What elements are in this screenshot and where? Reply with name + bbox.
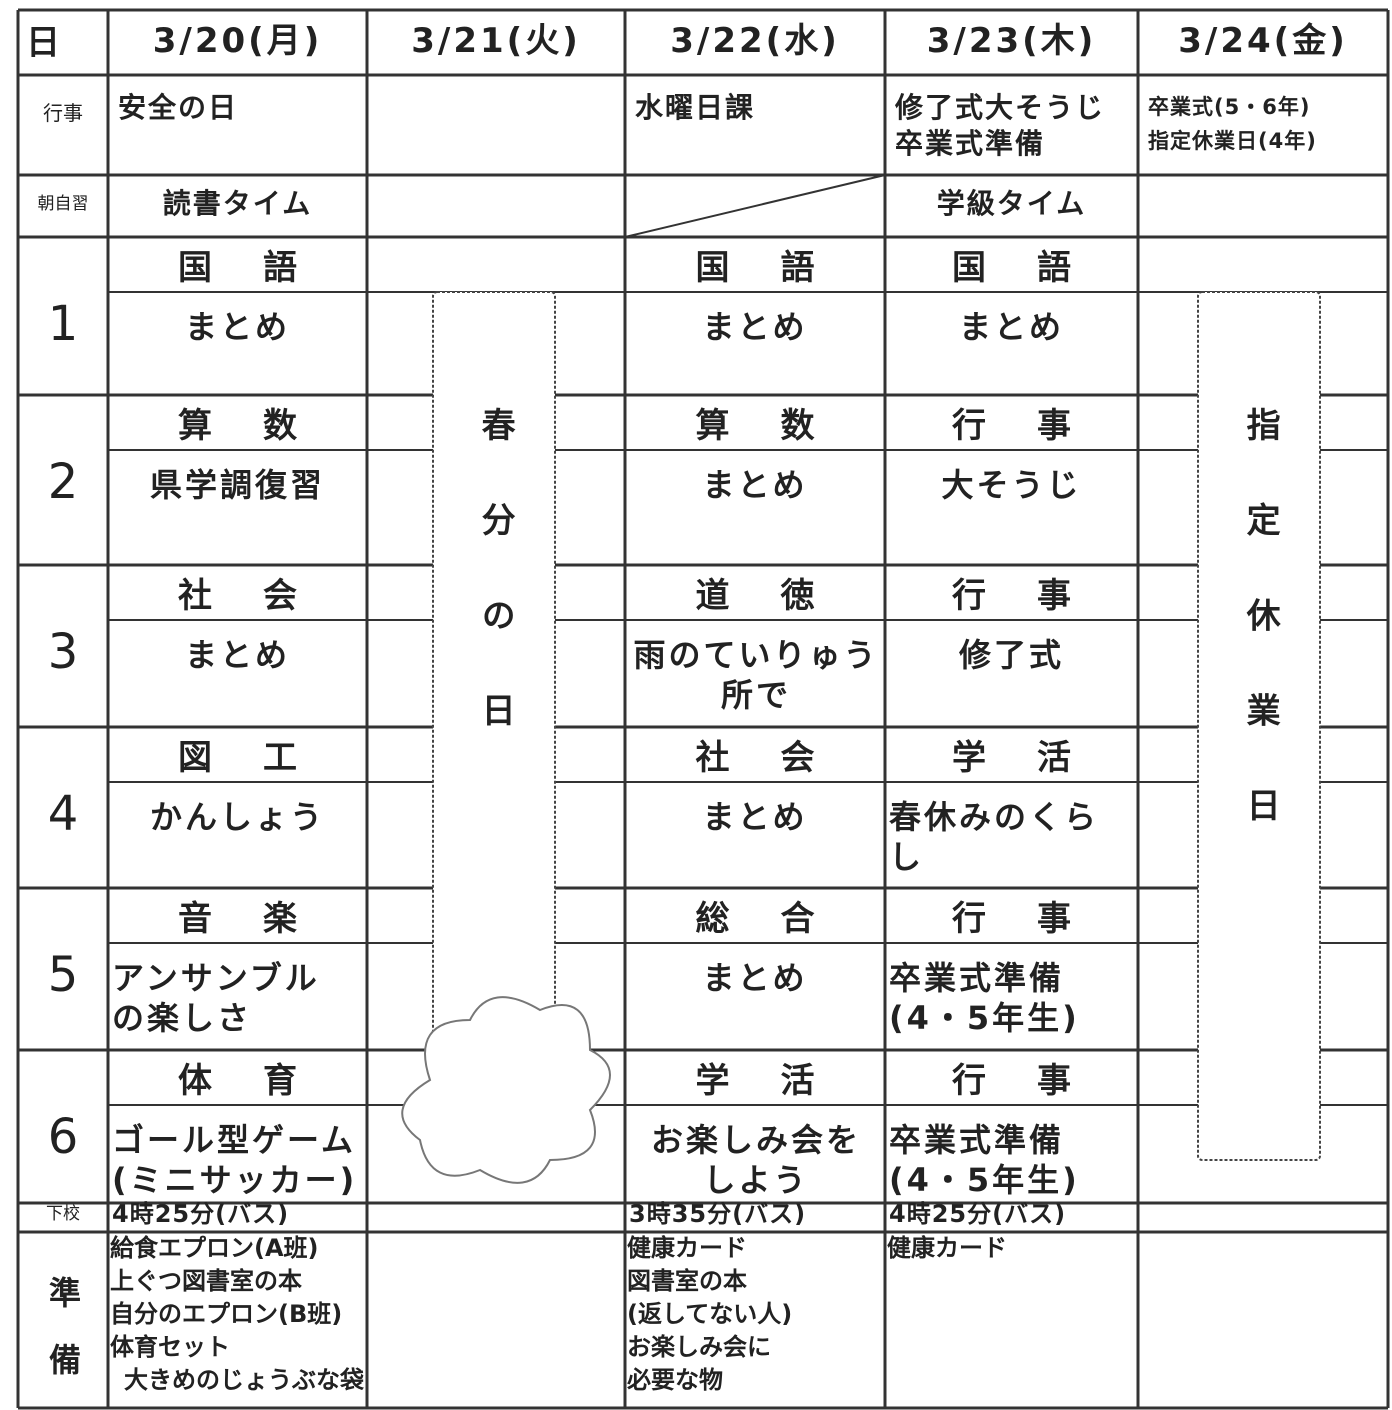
holiday: 春分の日 <box>475 407 516 788</box>
prep-item: 上ぐつ図書室の本 <box>110 1267 302 1295</box>
period-number: 4 <box>47 786 79 842</box>
lesson-content: 春休みのくら <box>889 798 1100 836</box>
subject: 社会 <box>695 738 866 778</box>
period-number: 2 <box>47 454 79 510</box>
row-label: 朝自習 <box>37 194 89 214</box>
period-number: 1 <box>47 296 79 352</box>
lesson-content: 卒業式準備 <box>889 959 1065 997</box>
prep-item: 健康カード <box>887 1234 1007 1262</box>
lesson-content: (4・5年生) <box>889 999 1080 1037</box>
row-label: 下校 <box>46 1204 80 1224</box>
lesson-content: しよう <box>703 1161 809 1199</box>
subject: 国語 <box>178 248 348 288</box>
event: 水曜日課 <box>635 91 756 124</box>
event: 安全の日 <box>118 91 239 124</box>
lesson-content: 卒業式準備 <box>889 1121 1065 1159</box>
lesson-content: 所で <box>720 676 791 714</box>
subject: 行事 <box>952 899 1122 939</box>
subject: 道徳 <box>695 576 866 616</box>
event: 卒業式(5・6年) <box>1148 95 1311 119</box>
holiday-box <box>432 291 556 1041</box>
event: 卒業式準備 <box>895 127 1046 160</box>
period-number: 5 <box>47 947 79 1003</box>
dismissal: 4時25分(バス) <box>889 1200 1067 1228</box>
prep-item: 必要な物 <box>627 1366 723 1394</box>
day-header: 3/20(月) <box>152 21 323 61</box>
holiday-box <box>1197 291 1321 1161</box>
rule <box>624 174 886 238</box>
subject: 算数 <box>178 406 348 446</box>
subject: 学活 <box>952 738 1122 778</box>
subject: 行事 <box>952 406 1122 446</box>
cloud-decoration <box>401 996 611 1184</box>
event: 指定休業日(4年) <box>1148 129 1317 153</box>
lesson-content: まとめ <box>184 636 290 674</box>
subject: 体育 <box>178 1061 348 1101</box>
prep-item: お楽しみ会に <box>627 1333 771 1361</box>
lesson-content: 雨のていりゅう <box>633 636 879 674</box>
prep-item: 大きめのじょうぶな袋 <box>124 1366 364 1394</box>
prep-item: (返してない人) <box>627 1300 793 1328</box>
subject: 国語 <box>695 248 866 288</box>
prep-item: 健康カード <box>627 1234 747 1262</box>
subject: 国語 <box>952 248 1122 288</box>
lesson-content: お楽しみ会を <box>650 1121 861 1159</box>
lesson-content: ゴール型ゲーム <box>112 1121 357 1159</box>
lesson-content: まとめ <box>184 308 290 346</box>
lesson-content: まとめ <box>958 308 1064 346</box>
subject: 行事 <box>952 1061 1122 1101</box>
lesson-content: まとめ <box>702 959 808 997</box>
period-number: 6 <box>47 1109 79 1165</box>
holiday: 指定休業日 <box>1240 407 1281 883</box>
prep-item: 図書室の本 <box>627 1267 747 1295</box>
row-label: 準備 <box>48 1274 81 1380</box>
dismissal: 3時35分(バス) <box>629 1200 807 1228</box>
subject: 学活 <box>695 1061 866 1101</box>
subject: 算数 <box>695 406 866 446</box>
lesson-content: 大そうじ <box>941 466 1082 504</box>
lesson-content: かんしょう <box>149 798 325 836</box>
lesson-content: アンサンブル <box>112 959 320 997</box>
morning-study: 学級タイム <box>936 187 1087 220</box>
lesson-content: 修了式 <box>958 636 1064 674</box>
lesson-content: まとめ <box>702 798 808 836</box>
subject: 図工 <box>178 738 348 778</box>
lesson-content: 県学調復習 <box>149 466 325 504</box>
row-label: 日 <box>26 23 63 63</box>
lesson-content: (4・5年生) <box>889 1161 1080 1199</box>
day-header: 3/23(木) <box>926 21 1097 61</box>
row-label: 行事 <box>43 101 83 125</box>
prep-item: 自分のエプロン(B班) <box>110 1300 343 1328</box>
subject: 総合 <box>695 899 866 939</box>
lesson-content: まとめ <box>702 466 808 504</box>
lesson-content: の楽しさ <box>112 999 253 1037</box>
morning-study: 読書タイム <box>162 187 313 220</box>
prep-item: 体育セット <box>110 1333 230 1361</box>
event: 修了式大そうじ <box>895 91 1106 124</box>
lesson-content: し <box>889 838 925 876</box>
lesson-content: まとめ <box>702 308 808 346</box>
prep-item: 給食エプロン(A班) <box>110 1234 319 1262</box>
subject: 行事 <box>952 576 1122 616</box>
lesson-content: (ミニサッカー) <box>112 1161 358 1199</box>
day-header: 3/22(水) <box>670 21 840 61</box>
subject: 音楽 <box>178 899 348 939</box>
period-number: 3 <box>47 624 79 680</box>
day-header: 3/24(金) <box>1178 21 1348 61</box>
dismissal: 4時25分(バス) <box>112 1200 290 1228</box>
subject: 社会 <box>178 576 348 616</box>
day-header: 3/21(火) <box>411 21 581 61</box>
